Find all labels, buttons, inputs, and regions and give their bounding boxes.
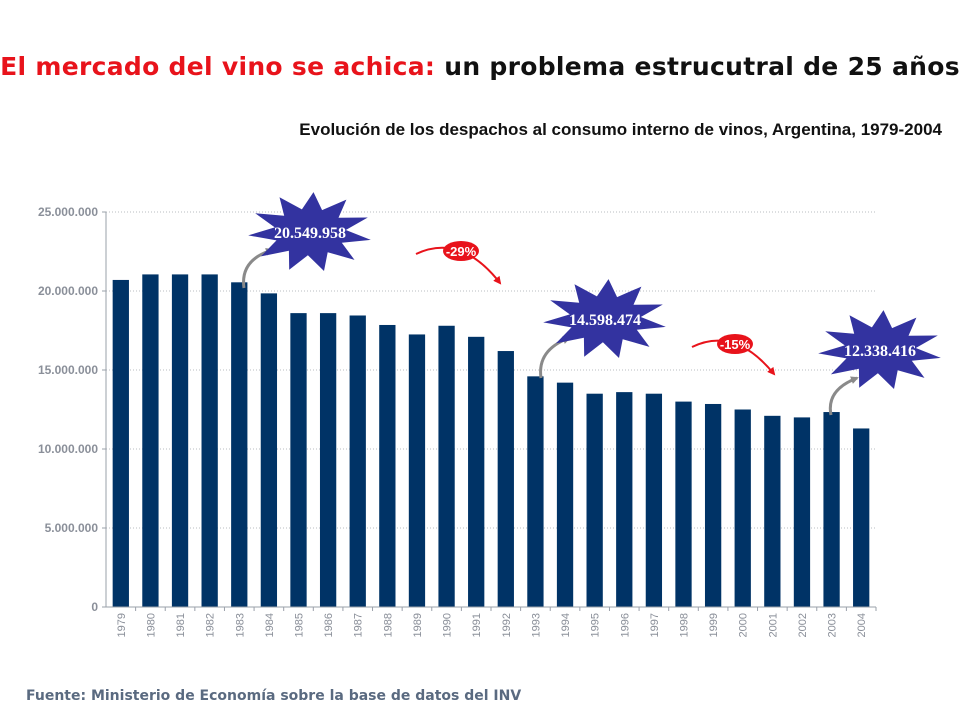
change-badge-shape — [443, 241, 479, 261]
bar-1985 — [290, 313, 307, 607]
x-tick-label: 1991 — [471, 613, 483, 637]
x-tick-label: 1982 — [205, 613, 217, 637]
bars — [112, 274, 870, 607]
gridlines — [106, 211, 876, 529]
chart-subtitle: Evolución de los despachos al consumo in… — [299, 120, 942, 139]
bar-1988 — [379, 324, 396, 607]
callout-arrow — [828, 376, 859, 416]
x-tick-label: 1994 — [560, 613, 572, 637]
bar-1998 — [675, 401, 692, 607]
bar-1990 — [438, 325, 455, 607]
bar-1980 — [142, 274, 159, 607]
x-tick-label: 2002 — [797, 613, 809, 637]
bar-2000 — [734, 409, 751, 607]
bar-2001 — [764, 415, 781, 607]
callout-1993: 14.598.474 — [539, 279, 666, 379]
y-axis: 0 5.000.000 10.000.000 15.000.000 20.000.000… — [38, 205, 107, 614]
x-tick-label: 1980 — [145, 613, 157, 637]
starburst-shape — [543, 279, 666, 358]
callout-arrow — [539, 336, 571, 379]
callout-label: 20.549.958 — [274, 225, 346, 242]
change-badge-1: -15% — [691, 334, 776, 376]
bar-1994 — [556, 382, 574, 607]
bar-1991 — [468, 336, 485, 607]
bar-1986 — [319, 313, 337, 607]
bar-1984 — [260, 293, 278, 607]
x-tick-label: 1996 — [619, 613, 631, 637]
x-tick-label: 1997 — [649, 613, 661, 637]
bar-1995 — [586, 393, 603, 607]
callout-arrow — [242, 247, 274, 289]
change-label: -29% — [446, 244, 477, 259]
source-note: Fuente: Ministerio de Economía sobre la … — [26, 688, 522, 704]
title-rest: un problema estrucutral de 25 años — [444, 52, 960, 81]
callout-label: 12.338.416 — [844, 343, 916, 360]
starburst-shape — [248, 192, 371, 271]
starburst-shape — [818, 310, 941, 389]
x-tick-label: 1981 — [175, 613, 187, 637]
callout-1983: 20.549.958 — [242, 192, 371, 289]
bar-1997 — [645, 393, 663, 607]
x-tick-label: 1986 — [323, 613, 335, 637]
x-tick-label: 1983 — [234, 613, 246, 637]
x-tick-label: 1988 — [382, 613, 394, 637]
x-tick-label: 1985 — [294, 613, 306, 637]
bar-1979 — [112, 279, 129, 607]
x-tick-label: 2004 — [856, 613, 868, 637]
bar-2004 — [853, 428, 870, 607]
bar-1999 — [704, 403, 722, 607]
bar-1982 — [201, 274, 218, 607]
bar-1993 — [527, 376, 544, 607]
x-tick-label: 1995 — [590, 613, 602, 637]
x-tick-label: 1979 — [116, 613, 128, 637]
x-tick-label: 2000 — [738, 613, 750, 637]
annotations: 20.549.958 14.598.474 12.338.416 -29% -15% — [242, 192, 941, 416]
bar-1992 — [497, 351, 514, 607]
x-tick-label: 1987 — [353, 613, 365, 637]
x-tick-label: 1998 — [679, 613, 691, 637]
x-tick-label: 1989 — [412, 613, 424, 637]
bar-1989 — [408, 334, 426, 607]
bar-1987 — [349, 315, 366, 607]
x-tick-label: 1990 — [442, 613, 454, 637]
y-tick-label: 25.000.000 — [38, 205, 98, 219]
x-tick-label: 1984 — [264, 613, 276, 637]
callout-2003: 12.338.416 — [818, 310, 941, 416]
bar-1996 — [616, 392, 633, 607]
x-tick-label: 2001 — [767, 613, 779, 637]
title-highlight: El mercado del vino se achica: — [0, 52, 436, 81]
x-tick-label: 2003 — [827, 613, 839, 637]
x-tick-label: 1993 — [530, 613, 542, 637]
change-badge-0: -29% — [415, 241, 502, 285]
callout-label: 14.598.474 — [569, 312, 641, 329]
change-badge-shape — [717, 334, 753, 354]
bar-1983 — [231, 282, 248, 607]
y-tick-label: 10.000.000 — [38, 442, 98, 456]
x-tick-label: 1999 — [708, 613, 720, 637]
y-tick-label: 5.000.000 — [45, 521, 99, 535]
bar-chart: 0 5.000.000 10.000.000 15.000.000 20.000.000… — [38, 192, 941, 637]
y-tick-label: 15.000.000 — [38, 363, 98, 377]
change-label: -15% — [720, 337, 751, 352]
bar-2002 — [793, 417, 811, 607]
bar-1981 — [171, 274, 189, 607]
x-tick-label: 1992 — [501, 613, 513, 637]
x-axis: 1979 1980 1981 1982 1983 1984 1985 1986 1987 1988… — [106, 606, 877, 637]
y-tick-label: 20.000.000 — [38, 284, 98, 298]
bar-2003 — [823, 412, 840, 607]
page-title: El mercado del vino se achica: un proble… — [0, 52, 960, 81]
y-tick-label: 0 — [91, 600, 98, 614]
